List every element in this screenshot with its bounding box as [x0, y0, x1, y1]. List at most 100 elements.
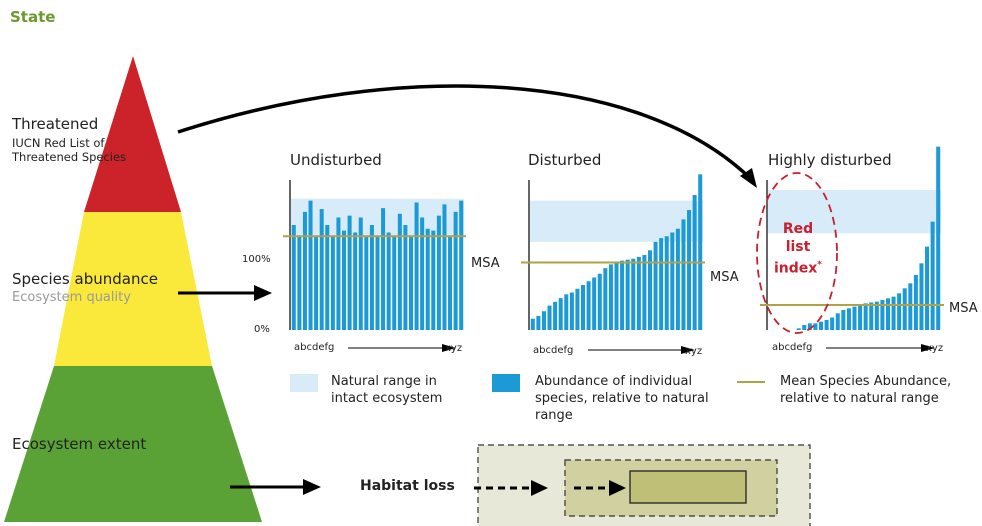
- threatened-sublabel: IUCN Red List of Threatened Species: [12, 136, 127, 164]
- species-bar: [420, 217, 425, 330]
- species-bar: [448, 236, 453, 330]
- species-bar: [530, 318, 535, 330]
- species-bar: [603, 268, 608, 330]
- msa-label-1: MSA: [471, 256, 500, 271]
- species-bar: [592, 277, 597, 330]
- habitat-dashed-arrow-2-head: [609, 480, 626, 496]
- red-list-label: Red list index*: [772, 220, 824, 278]
- species-bar: [891, 296, 896, 330]
- species-bar: [336, 217, 341, 330]
- species-bar: [902, 288, 907, 330]
- species-bar: [442, 204, 447, 330]
- extent-label: Ecosystem extent: [12, 435, 147, 453]
- species-bar: [536, 315, 541, 330]
- species-bar: [553, 301, 558, 330]
- red-list-line-2: list: [785, 239, 811, 255]
- species-bar: [869, 302, 874, 330]
- species-bar: [874, 301, 879, 330]
- species-bar: [863, 303, 868, 330]
- x-start-label-1: abcdefg: [294, 342, 335, 353]
- species-bar: [659, 238, 664, 330]
- species-bar: [925, 246, 930, 330]
- species-bar: [698, 174, 703, 330]
- species-bar: [936, 146, 941, 330]
- pyramid-bottom: [4, 366, 262, 522]
- species-bar: [575, 288, 580, 330]
- pyramid-top: [84, 56, 181, 212]
- species-bar: [364, 236, 369, 330]
- species-bar: [541, 311, 546, 330]
- species-bar: [414, 202, 419, 330]
- species-bar: [846, 308, 851, 330]
- msa-label-3: MSA: [949, 301, 978, 316]
- threatened-label: Threatened: [12, 115, 99, 133]
- species-bar: [319, 209, 324, 330]
- species-bar: [670, 232, 675, 330]
- species-bar: [369, 225, 374, 330]
- species-bar: [880, 300, 885, 330]
- species-bar: [325, 225, 330, 330]
- legend-text-range: Natural range in intact ecosystem: [331, 374, 443, 406]
- species-bar: [636, 256, 641, 330]
- species-bar: [347, 215, 352, 330]
- species-bar: [558, 298, 563, 330]
- extent-arrow-head: [303, 479, 321, 495]
- species-bar: [386, 232, 391, 330]
- red-list-line-3: index*: [772, 256, 824, 278]
- species-bar: [647, 250, 652, 330]
- chart-title-disturbed: Disturbed: [528, 151, 602, 169]
- species-bar: [919, 263, 924, 330]
- species-bar: [586, 281, 591, 330]
- species-bar: [342, 230, 347, 330]
- page-title: State: [10, 8, 56, 26]
- species-bar: [425, 228, 430, 330]
- species-bar: [308, 200, 313, 330]
- species-bar: [353, 232, 358, 330]
- species-bar: [408, 236, 413, 330]
- abundance-label: Species abundance: [12, 270, 158, 288]
- x-start-label-2: abcdefg: [533, 345, 574, 356]
- habitat-inner-box: [629, 470, 747, 504]
- species-bar: [807, 323, 812, 330]
- species-bar: [852, 306, 857, 330]
- species-bar: [913, 275, 918, 330]
- species-bar: [796, 328, 801, 330]
- chart-title-highly-disturbed: Highly disturbed: [768, 151, 892, 169]
- species-bar: [459, 200, 464, 330]
- species-bar: [392, 236, 397, 330]
- x-start-label-3: abcdefg: [772, 342, 813, 353]
- species-bar: [375, 236, 380, 330]
- species-bar: [930, 221, 935, 330]
- species-bar: [625, 259, 630, 330]
- x-axis-arrow-head: [681, 346, 695, 354]
- species-bar: [403, 225, 408, 330]
- species-bar: [620, 260, 625, 330]
- natural-range-band: [768, 190, 941, 234]
- species-bar: [675, 228, 680, 330]
- x-end-label-3: xyz: [926, 343, 944, 354]
- species-bar: [453, 211, 458, 330]
- species-bar: [314, 236, 319, 330]
- species-bar: [436, 215, 441, 330]
- species-bar: [431, 230, 436, 330]
- species-bar: [564, 294, 569, 330]
- msa-label-2: MSA: [710, 270, 739, 285]
- x-end-label-2: xyz: [685, 346, 703, 357]
- species-bar: [381, 208, 386, 330]
- x-axis-arrow-head: [921, 344, 935, 352]
- species-bar: [908, 283, 913, 330]
- species-bar: [569, 292, 574, 330]
- red-list-index-word: index: [773, 260, 818, 277]
- curved-arrow: [177, 84, 754, 182]
- species-bar: [841, 310, 846, 330]
- species-bar: [687, 210, 692, 330]
- species-bar: [291, 225, 296, 330]
- y-tick-0: 0%: [254, 324, 270, 335]
- chart-title-undisturbed: Undisturbed: [290, 151, 382, 169]
- legend-text-line: Mean Species Abundance, relative to natu…: [780, 374, 952, 406]
- species-bar: [297, 236, 302, 330]
- species-bar: [824, 320, 829, 330]
- species-bar: [614, 262, 619, 330]
- species-bar: [819, 321, 824, 330]
